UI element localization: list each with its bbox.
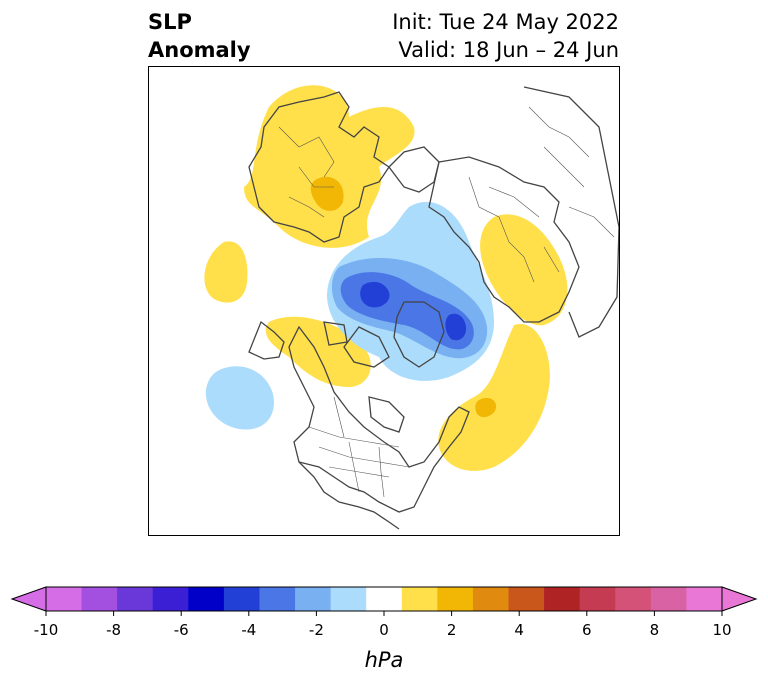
colorbar-cell xyxy=(650,587,687,611)
colorbar-cell xyxy=(295,587,332,611)
anomaly-map-svg xyxy=(204,85,619,530)
colorbar-cell xyxy=(615,587,652,611)
colorbar-cell xyxy=(46,587,83,611)
coast-asia-east xyxy=(523,86,619,338)
colorbar-min-extension xyxy=(10,586,47,612)
coast-alaska xyxy=(248,320,285,360)
anomaly-north-atlantic-core xyxy=(475,397,497,418)
colorbar-cell xyxy=(223,587,260,611)
colorbar-tick-label: -4 xyxy=(241,621,256,639)
anomaly-siberia xyxy=(480,214,568,326)
colorbar-cell xyxy=(259,587,296,611)
date-info: Init: Tue 24 May 2022 Valid: 18 Jun – 24… xyxy=(392,8,619,64)
colorbar-tick-label: 6 xyxy=(582,621,592,639)
anomaly-europe xyxy=(244,85,415,248)
map-title: SLP Anomaly xyxy=(148,8,251,64)
coast-europe xyxy=(248,91,390,243)
colorbar-tick-label: -10 xyxy=(34,621,59,639)
coast-russia xyxy=(428,156,580,323)
colorbar-cell xyxy=(81,587,118,611)
anomaly-pacific xyxy=(205,366,274,430)
anomaly-north-atlantic xyxy=(438,323,550,471)
colorbar-cell xyxy=(686,587,723,611)
valid-range: Valid: 18 Jun – 24 Jun xyxy=(398,38,619,62)
colorbar-cells xyxy=(46,587,723,611)
coastlines xyxy=(248,86,619,530)
negative-anomaly-regions xyxy=(205,201,494,430)
colorbar-cell xyxy=(579,587,616,611)
colorbar-cell xyxy=(188,587,225,611)
colorbar-tick-label: -6 xyxy=(174,621,189,639)
colorbar-cell xyxy=(544,587,581,611)
colorbar-tick-label: 2 xyxy=(447,621,457,639)
anomaly-arctic-core-west xyxy=(360,281,390,308)
coast-north-america xyxy=(288,325,470,513)
colorbar-cell xyxy=(472,587,510,611)
coast-greenland xyxy=(393,301,445,368)
borders xyxy=(278,106,615,498)
anomaly-arctic-core-east xyxy=(445,313,467,341)
colorbar-cell xyxy=(152,587,189,611)
colorbar-max-extension xyxy=(721,586,758,612)
colorbar-tick-label: -8 xyxy=(106,621,121,639)
colorbar-cell xyxy=(508,587,545,611)
colorbar-tick-label: 8 xyxy=(650,621,660,639)
colorbar: -10 -8 -6 -4 -2 0 2 4 6 8 10 xyxy=(10,586,758,639)
colorbar-tick-label: 0 xyxy=(379,621,389,639)
anomaly-europe-core xyxy=(310,176,344,211)
coast-arctic-islands xyxy=(323,321,390,368)
coast-hudson xyxy=(368,396,405,433)
title-line-2: Anomaly xyxy=(148,38,251,62)
colorbar-cell xyxy=(330,587,367,611)
colorbar-cell xyxy=(437,587,474,611)
colorbar-ticks: -10 -8 -6 -4 -2 0 2 4 6 8 10 xyxy=(34,611,732,639)
colorbar-cell xyxy=(366,587,403,611)
anomaly-atlantic-west xyxy=(204,241,248,303)
colorbar-cell xyxy=(401,587,438,611)
coast-mexico xyxy=(298,461,400,530)
colorbar-tick-label: -2 xyxy=(309,621,324,639)
colorbar-tick-label: 10 xyxy=(712,621,731,639)
init-date: Init: Tue 24 May 2022 xyxy=(392,10,619,34)
polar-map xyxy=(148,66,620,536)
colorbar-cell xyxy=(117,587,154,611)
title-line-1: SLP xyxy=(148,10,192,34)
colorbar-tick-label: 4 xyxy=(514,621,524,639)
colorbar-unit: hPa xyxy=(364,648,404,672)
